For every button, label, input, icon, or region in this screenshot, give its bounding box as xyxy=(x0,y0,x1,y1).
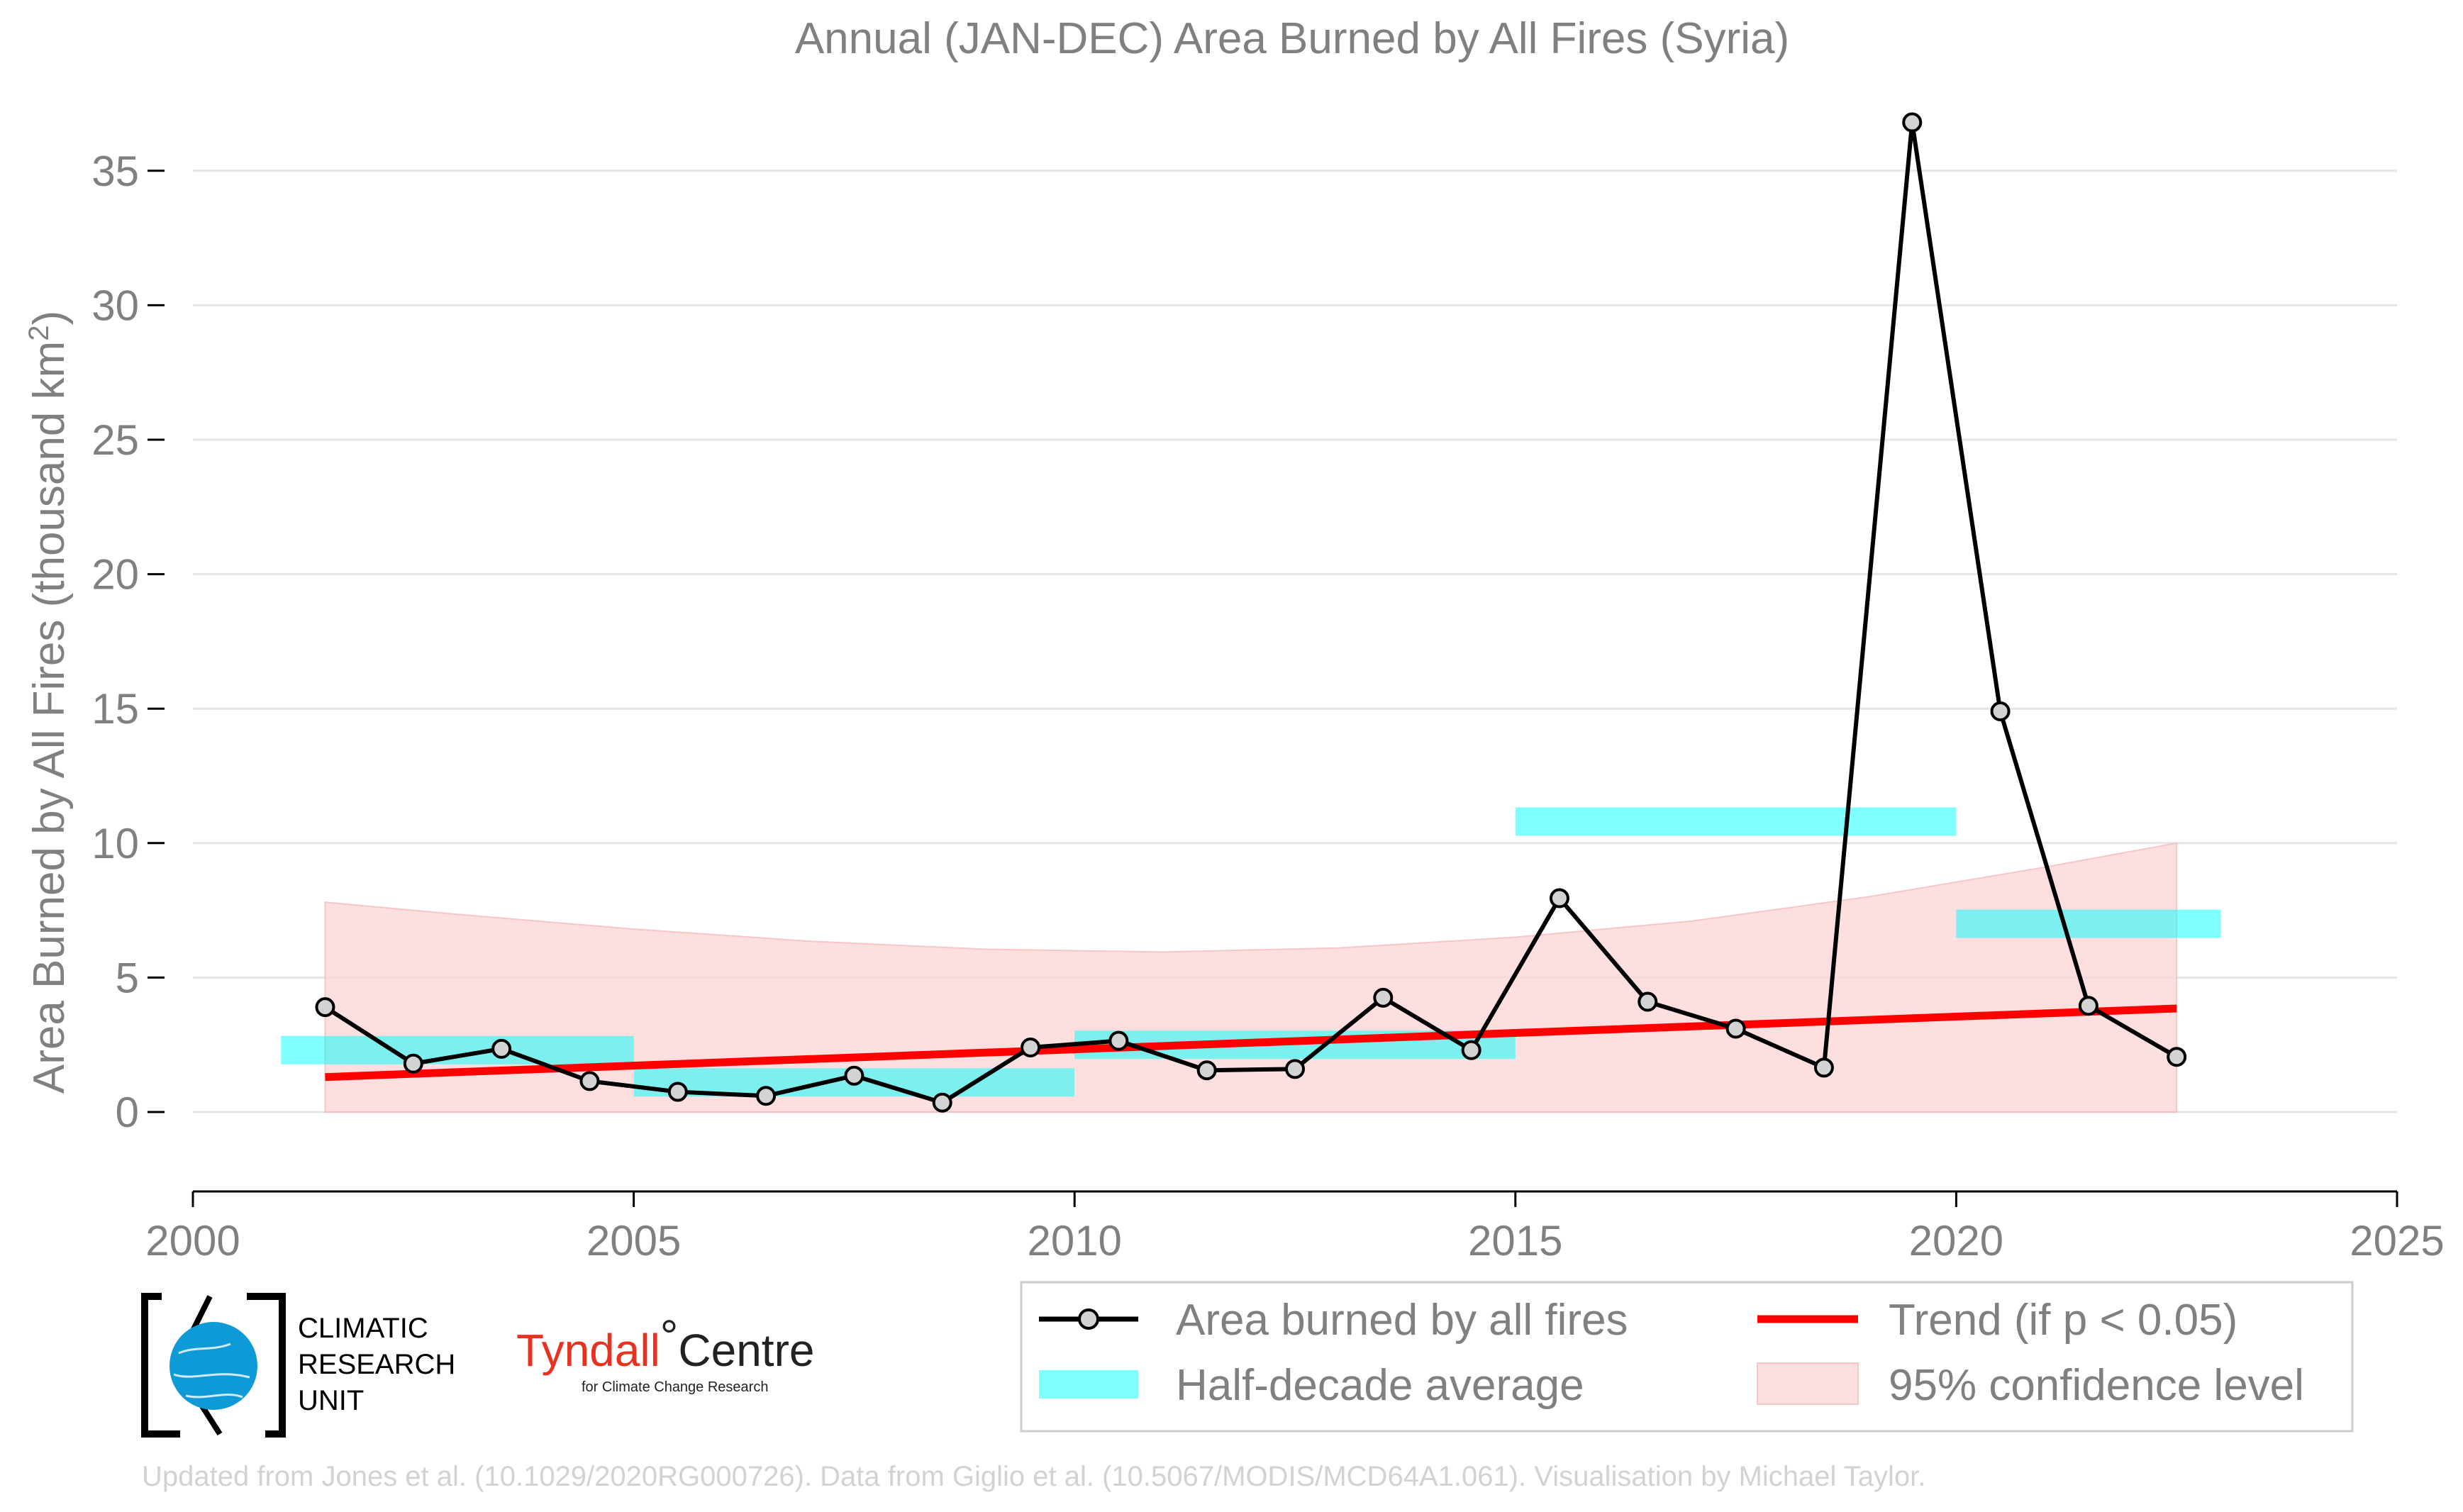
data-point-2017.5 xyxy=(1725,1018,1746,1039)
legend-half-decade-swatch xyxy=(1039,1370,1138,1399)
cru-name-line3: UNIT xyxy=(298,1385,364,1416)
confidence-band xyxy=(324,842,2178,1113)
tyndall-centre: Centre xyxy=(678,1325,814,1376)
footer-credit: Updated from Jones et al. (10.1029/2020R… xyxy=(142,1461,1925,1492)
data-point-2019.5 xyxy=(1902,112,1923,133)
y-tick-label-35: 35 xyxy=(91,148,139,195)
data-point-2007.5 xyxy=(844,1065,864,1086)
legend: Area burned by all fires Trend (if p < 0… xyxy=(1020,1281,2354,1433)
data-point-2006.5 xyxy=(756,1086,777,1106)
data-point-2003.5 xyxy=(491,1038,512,1059)
data-point-2010.5 xyxy=(1108,1030,1129,1051)
y-axis-label-sup: 2 xyxy=(23,326,55,341)
globe-lines xyxy=(173,1343,250,1399)
data-point-2004.5 xyxy=(579,1071,600,1091)
y-tick-label-5: 5 xyxy=(116,954,139,1001)
x-tick-label-2025: 2025 xyxy=(2350,1217,2444,1264)
half-decade-bar-3 xyxy=(1515,807,1957,836)
data-point-2014.5 xyxy=(1461,1040,1481,1060)
data-point-2020.5 xyxy=(1990,701,2011,721)
y-tick-label-30: 30 xyxy=(91,282,139,329)
tyndall-wordmark: Tyndall°Centre xyxy=(516,1311,814,1376)
y-tick-label-0: 0 xyxy=(116,1089,139,1136)
data-point-2015.5 xyxy=(1549,888,1569,908)
half-decade-bar-4 xyxy=(1956,909,2221,938)
legend-label-half-decade: Half-decade average xyxy=(1176,1361,1584,1410)
half-decade-bar-0 xyxy=(281,1035,634,1064)
legend-confidence-swatch xyxy=(1757,1362,1859,1405)
data-point-2013.5 xyxy=(1373,987,1394,1008)
data-point-2018.5 xyxy=(1813,1057,1834,1078)
y-tick-label-15: 15 xyxy=(91,685,139,733)
y-tick-label-25: 25 xyxy=(91,416,139,464)
data-point-2011.5 xyxy=(1196,1060,1217,1081)
confidence-band-layer xyxy=(324,842,2178,1113)
cru-name-line2: RESEARCH xyxy=(298,1349,455,1380)
data-point-2009.5 xyxy=(1021,1037,1041,1057)
data-point-2002.5 xyxy=(403,1053,423,1074)
x-tick-label-2010: 2010 xyxy=(1027,1217,1121,1264)
y-axis-label-main: Area Burned by All Fires (thousand km xyxy=(25,341,74,1094)
legend-label-trend: Trend (if p < 0.05) xyxy=(1889,1296,2237,1345)
globe-icon xyxy=(169,1322,257,1410)
data-point-2016.5 xyxy=(1638,991,1658,1012)
cru-name-line1: CLIMATIC xyxy=(298,1313,428,1344)
cru-bracket-left xyxy=(141,1293,180,1438)
legend-series-marker xyxy=(1078,1308,1099,1330)
x-tick-label-2020: 2020 xyxy=(1909,1217,2003,1264)
legend-box xyxy=(1020,1281,2354,1433)
data-point-2012.5 xyxy=(1285,1059,1305,1079)
tyndall-logo: Tyndall°Centre for Climate Change Resear… xyxy=(516,1311,814,1395)
series-layer xyxy=(315,112,2187,1113)
y-axis-label-end: ) xyxy=(25,311,74,326)
series-line xyxy=(323,120,2178,1105)
tyndall-subtitle: for Climate Change Research xyxy=(582,1379,768,1395)
legend-label-confidence: 95% confidence level xyxy=(1889,1361,2304,1410)
data-point-2022.5 xyxy=(2167,1047,2187,1067)
y-axis-label: Area Burned by All Fires (thousand km2) xyxy=(23,311,74,1094)
tyndall-name: Tyndall xyxy=(516,1325,660,1376)
legend-label-series: Area burned by all fires xyxy=(1176,1296,1628,1345)
chart-title: Annual (JAN-DEC) Area Burned by All Fire… xyxy=(795,14,1789,63)
x-tick-label-2000: 2000 xyxy=(145,1217,240,1264)
data-point-2021.5 xyxy=(2078,996,2098,1016)
trend-layer xyxy=(325,1004,2177,1082)
y-tick-label-20: 20 xyxy=(91,551,139,599)
y-tick-label-10: 10 xyxy=(91,820,139,867)
x-tick-label-2005: 2005 xyxy=(586,1217,681,1264)
x-tick-label-2015: 2015 xyxy=(1468,1217,1562,1264)
tyndall-degree: ° xyxy=(660,1311,679,1362)
cru-bracket-right xyxy=(247,1293,286,1438)
data-point-2005.5 xyxy=(667,1082,688,1102)
data-point-2008.5 xyxy=(932,1092,952,1113)
trend-line xyxy=(325,1004,2177,1082)
cru-logo: CLIMATIC RESEARCH UNIT xyxy=(141,1293,455,1438)
data-point-2001.5 xyxy=(315,997,335,1018)
